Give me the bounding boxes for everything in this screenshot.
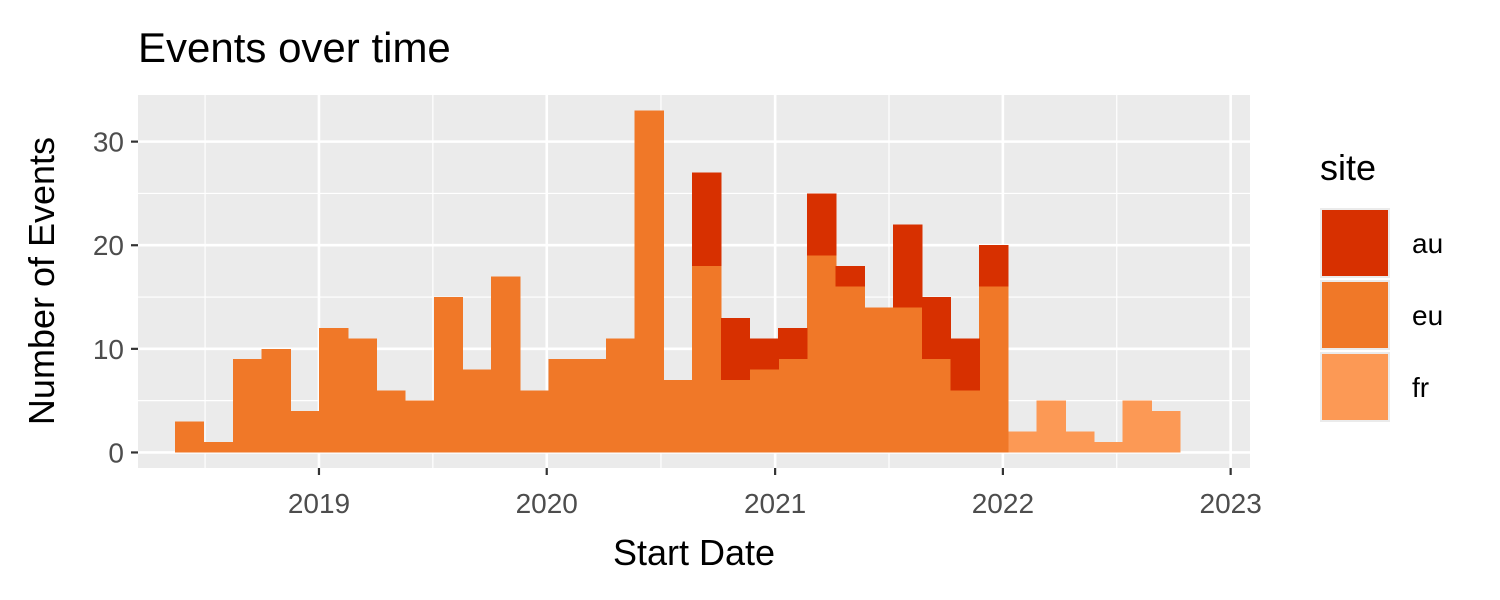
bar-eu: [290, 411, 320, 453]
bar-au: [893, 224, 923, 308]
bar-au: [778, 328, 808, 360]
bar-eu: [462, 369, 492, 453]
bar-eu: [433, 297, 464, 453]
chart-title: Events over time: [138, 24, 451, 71]
bar-au: [950, 338, 980, 391]
legend-label-eu: eu: [1412, 300, 1443, 331]
bar-eu: [663, 379, 693, 453]
bar-eu: [548, 359, 578, 453]
bar-eu: [720, 379, 751, 453]
bar-eu: [519, 390, 550, 453]
y-axis: 0 10 20 30: [93, 127, 138, 468]
legend-label-au: au: [1412, 228, 1443, 259]
x-tick-label: 2020: [516, 488, 578, 519]
bar-fr: [1122, 400, 1153, 453]
bar-eu: [893, 307, 923, 453]
bar-fr: [1065, 431, 1095, 453]
legend-key-eu: [1322, 282, 1388, 348]
legend-key-fr: [1322, 354, 1388, 420]
bar-eu: [835, 286, 865, 453]
legend-label-fr: fr: [1412, 372, 1429, 403]
y-tick-label: 30: [93, 127, 124, 158]
bar-eu: [692, 265, 722, 453]
bar-eu: [577, 359, 607, 453]
bar-au: [692, 172, 722, 266]
bar-au: [921, 297, 952, 360]
bar-eu: [749, 369, 779, 453]
x-tick-label: 2022: [972, 488, 1034, 519]
bar-au: [835, 265, 865, 287]
bar-eu: [405, 400, 435, 453]
bar-fr: [1036, 400, 1066, 453]
bar-eu: [864, 307, 894, 453]
x-axis-title: Start Date: [613, 532, 775, 573]
bar-eu: [232, 359, 263, 453]
bar-eu: [174, 421, 205, 453]
bar-eu: [491, 276, 521, 453]
bar-eu: [376, 390, 406, 453]
bar-eu: [950, 390, 980, 453]
y-tick-label: 0: [108, 437, 124, 468]
bar-eu: [204, 442, 234, 453]
bar-fr: [1151, 411, 1181, 453]
y-axis-title: Number of Events: [21, 137, 62, 425]
legend-key-au: [1322, 210, 1388, 276]
x-axis: 2019 2020 2021 2022 2023: [288, 468, 1262, 519]
x-tick-label: 2023: [1200, 488, 1262, 519]
bar-eu: [979, 286, 1009, 453]
y-tick-label: 10: [93, 334, 124, 365]
x-tick-label: 2021: [744, 488, 806, 519]
bar-eu: [921, 359, 952, 453]
bar-fr: [1007, 431, 1038, 453]
bar-eu: [634, 110, 665, 453]
bar-eu: [261, 348, 291, 453]
bar-au: [806, 193, 837, 256]
bars: [174, 110, 1181, 453]
bar-eu: [806, 255, 837, 453]
bar-fr: [1093, 442, 1124, 453]
bar-au: [979, 245, 1009, 287]
x-tick-label: 2019: [288, 488, 350, 519]
bar-eu: [778, 359, 808, 453]
bar-au: [749, 338, 779, 370]
y-tick-label: 20: [93, 230, 124, 261]
bar-eu: [347, 338, 377, 453]
bar-au: [720, 317, 751, 380]
legend: site au eu fr: [1320, 147, 1443, 422]
bar-eu: [318, 328, 349, 453]
legend-title: site: [1320, 147, 1376, 188]
bar-eu: [606, 338, 636, 453]
